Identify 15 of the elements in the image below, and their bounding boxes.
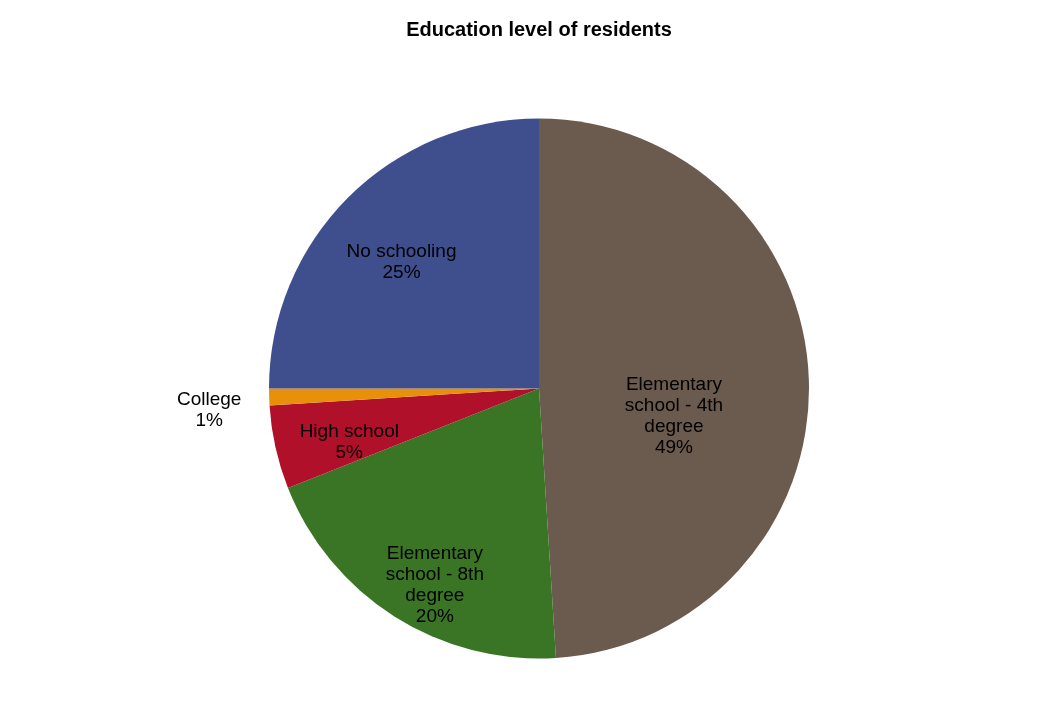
pie-slice bbox=[287, 388, 556, 658]
data-label: 25% bbox=[382, 261, 421, 283]
pie-slice bbox=[269, 118, 539, 389]
data-label: 5% bbox=[335, 440, 364, 462]
data-label: 49% bbox=[654, 436, 694, 458]
data-label: 20% bbox=[415, 604, 454, 626]
pie-slice bbox=[269, 388, 539, 488]
slice-label: College bbox=[176, 387, 242, 409]
data-label: 1% bbox=[195, 408, 223, 430]
chart-title: Education level of residents bbox=[406, 18, 672, 40]
slice-label: High school bbox=[299, 419, 399, 441]
slice-label: Elementary school - 4th degree bbox=[624, 373, 724, 437]
pie-slice bbox=[539, 118, 809, 658]
slice-label: Elementary school - 8th degree bbox=[385, 541, 484, 605]
slice-label: No schooling bbox=[346, 240, 457, 262]
